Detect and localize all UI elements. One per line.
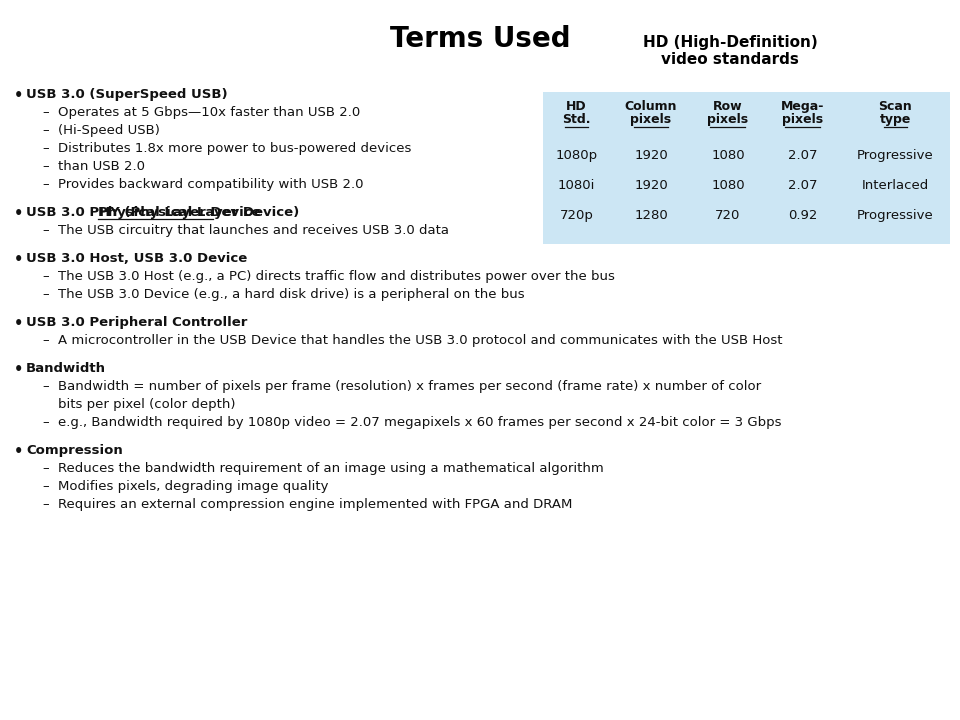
Text: Progressive: Progressive: [857, 149, 934, 162]
Text: –: –: [42, 106, 49, 119]
Text: –: –: [42, 334, 49, 347]
Text: –: –: [42, 160, 49, 173]
Text: –: –: [42, 480, 49, 493]
Text: Operates at 5 Gbps—10x faster than USB 2.0: Operates at 5 Gbps—10x faster than USB 2…: [58, 106, 360, 119]
Text: Physical Layer Device: Physical Layer Device: [98, 206, 260, 219]
Text: 2.07: 2.07: [787, 149, 817, 162]
Text: Progressive: Progressive: [857, 209, 934, 222]
Text: –: –: [42, 380, 49, 393]
Text: Mega-: Mega-: [780, 100, 824, 113]
Text: USB 3.0 Host, USB 3.0 Device: USB 3.0 Host, USB 3.0 Device: [26, 252, 248, 265]
Text: Bandwidth: Bandwidth: [26, 362, 106, 375]
Text: Reduces the bandwidth requirement of an image using a mathematical algorithm: Reduces the bandwidth requirement of an …: [58, 462, 604, 475]
Text: type: type: [879, 113, 911, 126]
Text: pixels: pixels: [708, 113, 749, 126]
Text: than USB 2.0: than USB 2.0: [58, 160, 145, 173]
Text: 720: 720: [715, 209, 740, 222]
Text: 1920: 1920: [634, 149, 668, 162]
Text: HD: HD: [566, 100, 587, 113]
Text: 1920: 1920: [634, 179, 668, 192]
Text: Terms Used: Terms Used: [390, 25, 570, 53]
Text: Column: Column: [625, 100, 677, 113]
Text: Row: Row: [713, 100, 743, 113]
Text: •: •: [14, 252, 23, 267]
Text: –: –: [42, 224, 49, 237]
Text: –: –: [42, 462, 49, 475]
Text: –: –: [42, 178, 49, 191]
Text: pixels: pixels: [781, 113, 823, 126]
Text: 1080p: 1080p: [556, 149, 597, 162]
Text: 0.92: 0.92: [787, 209, 817, 222]
Text: (Hi-Speed USB): (Hi-Speed USB): [58, 124, 160, 137]
Text: 1080: 1080: [711, 179, 745, 192]
Text: •: •: [14, 316, 23, 331]
Text: –: –: [42, 270, 49, 283]
Text: 2.07: 2.07: [787, 179, 817, 192]
Text: Compression: Compression: [26, 444, 123, 457]
Text: Provides backward compatibility with USB 2.0: Provides backward compatibility with USB…: [58, 178, 364, 191]
Text: –: –: [42, 416, 49, 429]
Text: 1280: 1280: [634, 209, 668, 222]
Text: bits per pixel (color depth): bits per pixel (color depth): [58, 398, 235, 411]
Text: –: –: [42, 124, 49, 137]
Text: 1080i: 1080i: [558, 179, 595, 192]
Text: USB 3.0 Peripheral Controller: USB 3.0 Peripheral Controller: [26, 316, 248, 329]
Text: USB 3.0 PHY (Physical Layer Device): USB 3.0 PHY (Physical Layer Device): [26, 206, 300, 219]
Bar: [543, 92, 950, 244]
Text: Std.: Std.: [563, 113, 590, 126]
Text: Interlaced: Interlaced: [862, 179, 929, 192]
Text: The USB 3.0 Host (e.g., a PC) directs traffic flow and distributes power over th: The USB 3.0 Host (e.g., a PC) directs tr…: [58, 270, 614, 283]
Text: pixels: pixels: [631, 113, 671, 126]
Text: –: –: [42, 288, 49, 301]
Text: Requires an external compression engine implemented with FPGA and DRAM: Requires an external compression engine …: [58, 498, 572, 511]
Text: Scan: Scan: [878, 100, 912, 113]
Text: •: •: [14, 206, 23, 221]
Text: USB 3.0 (SuperSpeed USB): USB 3.0 (SuperSpeed USB): [26, 88, 228, 101]
Text: e.g., Bandwidth required by 1080p video = 2.07 megapixels x 60 frames per second: e.g., Bandwidth required by 1080p video …: [58, 416, 781, 429]
Text: Bandwidth = number of pixels per frame (resolution) x frames per second (frame r: Bandwidth = number of pixels per frame (…: [58, 380, 761, 393]
Text: HD (High-Definition)
video standards: HD (High-Definition) video standards: [642, 35, 817, 68]
Text: •: •: [14, 362, 23, 377]
Text: 1080: 1080: [711, 149, 745, 162]
Text: 720p: 720p: [560, 209, 593, 222]
Text: •: •: [14, 88, 23, 103]
Text: Modifies pixels, degrading image quality: Modifies pixels, degrading image quality: [58, 480, 328, 493]
Text: –: –: [42, 142, 49, 155]
Text: The USB 3.0 Device (e.g., a hard disk drive) is a peripheral on the bus: The USB 3.0 Device (e.g., a hard disk dr…: [58, 288, 524, 301]
Text: The USB circuitry that launches and receives USB 3.0 data: The USB circuitry that launches and rece…: [58, 224, 449, 237]
Text: –: –: [42, 498, 49, 511]
Text: A microcontroller in the USB Device that handles the USB 3.0 protocol and commun: A microcontroller in the USB Device that…: [58, 334, 782, 347]
Text: •: •: [14, 444, 23, 459]
Text: Distributes 1.8x more power to bus-powered devices: Distributes 1.8x more power to bus-power…: [58, 142, 412, 155]
